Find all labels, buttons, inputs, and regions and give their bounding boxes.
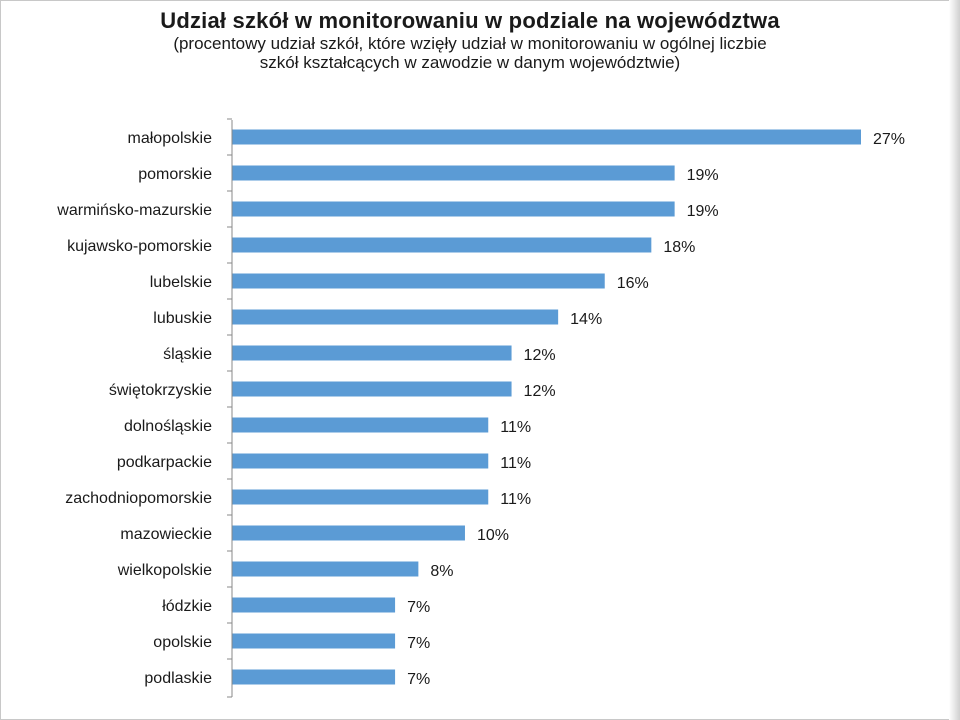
category-label-15: podlaskie xyxy=(144,670,212,687)
bar-6 xyxy=(232,345,512,361)
bar-1 xyxy=(232,165,675,181)
chart-title: Udział szkół w monitorowaniu w podziale … xyxy=(160,8,780,33)
category-label-10: zachodniopomorskie xyxy=(65,490,212,507)
category-label-4: lubelskie xyxy=(150,274,212,291)
category-label-11: mazowieckie xyxy=(120,526,212,543)
value-label-7: 12% xyxy=(524,383,556,400)
bar-0 xyxy=(232,129,861,145)
chart-subtitle-line-1: (procentowy udział szkół, które wzięły u… xyxy=(173,34,767,53)
category-label-7: świętokrzyskie xyxy=(109,382,212,399)
chart-subtitle-line-2: szkół kształcących w zawodzie w danym wo… xyxy=(259,53,681,72)
category-label-8: dolnośląskie xyxy=(124,418,212,435)
value-label-6: 12% xyxy=(524,347,556,364)
chart-titles: Udział szkół w monitorowaniu w podziale … xyxy=(0,8,960,72)
value-label-8: 11% xyxy=(500,419,531,436)
value-label-14: 7% xyxy=(407,635,430,652)
category-label-2: warmińsko-mazurskie xyxy=(56,202,212,219)
bar-3 xyxy=(232,237,652,253)
value-label-9: 11% xyxy=(500,455,531,472)
bar-12 xyxy=(232,561,419,577)
value-label-13: 7% xyxy=(407,599,430,616)
bar-8 xyxy=(232,417,489,433)
value-label-2: 19% xyxy=(687,203,719,220)
bar-11 xyxy=(232,525,465,541)
value-label-5: 14% xyxy=(570,311,602,328)
category-label-12: wielkopolskie xyxy=(117,562,212,579)
bar-5 xyxy=(232,309,559,325)
bar-14 xyxy=(232,633,396,649)
value-label-12: 8% xyxy=(430,563,453,580)
bar-4 xyxy=(232,273,605,289)
category-label-5: lubuskie xyxy=(153,310,212,327)
bar-10 xyxy=(232,489,489,505)
value-label-4: 16% xyxy=(617,275,649,292)
bar-13 xyxy=(232,597,396,613)
category-label-13: łódzkie xyxy=(162,598,212,615)
category-label-14: opolskie xyxy=(153,634,212,651)
value-label-11: 10% xyxy=(477,527,509,544)
category-label-1: pomorskie xyxy=(138,166,212,183)
bar-7 xyxy=(232,381,512,397)
value-label-0: 27% xyxy=(873,131,905,148)
value-label-10: 11% xyxy=(500,491,531,508)
slide-edge-shadow xyxy=(949,0,960,720)
bar-9 xyxy=(232,453,489,469)
category-label-3: kujawsko-pomorskie xyxy=(67,238,212,255)
bar-15 xyxy=(232,669,396,685)
category-label-0: małopolskie xyxy=(128,130,213,147)
value-label-15: 7% xyxy=(407,671,430,688)
bar-2 xyxy=(232,201,675,217)
value-label-1: 19% xyxy=(687,167,719,184)
value-label-3: 18% xyxy=(663,239,695,256)
category-label-6: śląskie xyxy=(163,346,212,363)
category-label-9: podkarpackie xyxy=(117,454,212,471)
